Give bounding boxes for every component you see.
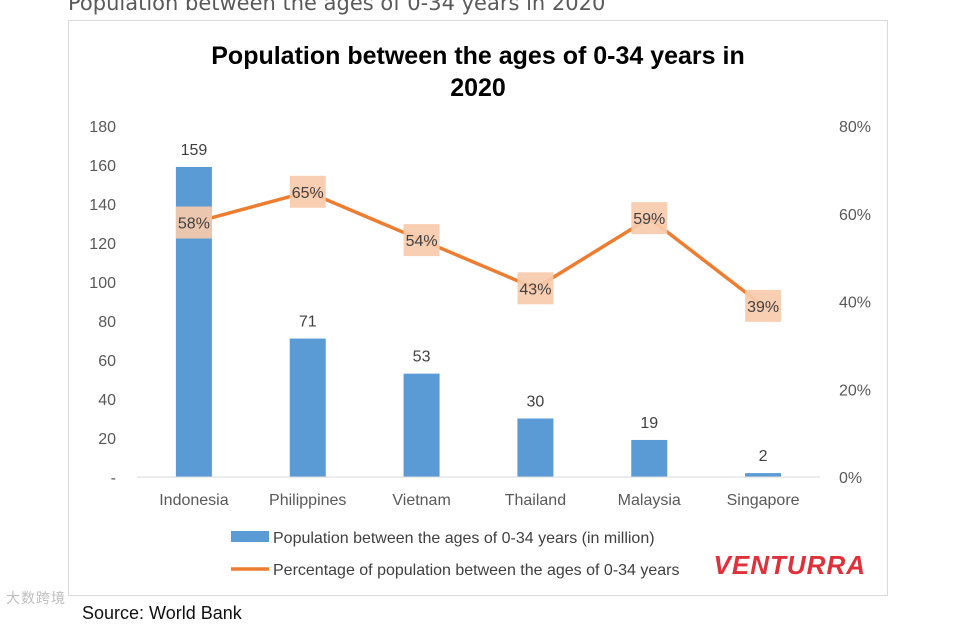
percentage-marker bbox=[745, 289, 782, 322]
percentage-marker bbox=[289, 175, 326, 208]
legend-bar-label: Population between the ages of 0-34 year… bbox=[273, 530, 655, 547]
bar-data-labels: 159 71 53 30 19 2 bbox=[181, 142, 768, 465]
bar-malaysia bbox=[631, 439, 668, 477]
percentage-label: 43% bbox=[519, 281, 551, 298]
percentage-label: 58% bbox=[178, 216, 210, 233]
brand-logo: VENTURRA bbox=[714, 550, 866, 580]
bar-value-label: 71 bbox=[299, 314, 317, 331]
right-axis-tick-label: 80% bbox=[839, 119, 871, 136]
bar-value-label: 19 bbox=[640, 415, 658, 432]
bar-value-label: 30 bbox=[527, 394, 545, 411]
right-axis: 0% 20% 40% 60% 80% bbox=[839, 119, 871, 487]
bar-thailand bbox=[517, 418, 554, 477]
chart-title-line: Population between the ages of 0-34 year… bbox=[211, 42, 744, 70]
x-axis-category-label: Philippines bbox=[269, 492, 346, 509]
percentage-marker bbox=[517, 272, 554, 305]
brand-logo-text: VENTURRA bbox=[714, 550, 866, 580]
watermark: 大数跨境 bbox=[6, 590, 66, 606]
bar-value-label: 53 bbox=[413, 349, 431, 366]
percentage-label: 65% bbox=[292, 185, 324, 202]
percentage-marker bbox=[403, 224, 440, 257]
percentage-label: 59% bbox=[633, 211, 665, 228]
chart-title-line: 2020 bbox=[450, 74, 506, 102]
chart-title: Population between the ages of 0-34 year… bbox=[211, 42, 744, 102]
line-series: 58% 65% 54% 43% 59% 39% bbox=[175, 175, 782, 322]
left-axis-tick-label: 20 bbox=[98, 431, 116, 448]
left-axis-tick-label: 160 bbox=[89, 158, 116, 175]
percentage-line bbox=[193, 190, 765, 308]
x-axis-category-label: Singapore bbox=[727, 492, 800, 509]
legend-line-label: Percentage of population between the age… bbox=[273, 562, 680, 579]
percentage-marker bbox=[631, 202, 668, 235]
left-axis-tick-label: 80 bbox=[98, 314, 116, 331]
x-axis-category-label: Thailand bbox=[505, 492, 566, 509]
x-axis: Indonesia Philippines Vietnam Thailand Malay… bbox=[137, 476, 820, 509]
percentage-label: 39% bbox=[747, 299, 779, 316]
right-axis-tick-label: 40% bbox=[839, 295, 871, 312]
bar-singapore bbox=[745, 473, 782, 477]
x-axis-category-label: Indonesia bbox=[159, 492, 228, 509]
bar-value-label: 159 bbox=[181, 142, 208, 159]
right-axis-tick-label: 0% bbox=[839, 470, 862, 487]
x-axis-category-label: Malaysia bbox=[618, 492, 681, 509]
right-axis-tick-label: 60% bbox=[839, 207, 871, 224]
bar-vietnam bbox=[403, 373, 440, 477]
left-axis-tick-label: 100 bbox=[89, 275, 116, 292]
bar-series bbox=[175, 166, 782, 477]
legend-bar-swatch bbox=[231, 531, 269, 542]
right-axis-tick-label: 20% bbox=[839, 382, 871, 399]
x-axis-category-label: Vietnam bbox=[392, 492, 450, 509]
page-heading: Population between the ages of 0-34 year… bbox=[68, 0, 606, 15]
bar-value-label: 2 bbox=[759, 448, 768, 465]
left-axis: - 20 40 60 80 100 120 140 160 180 bbox=[89, 119, 116, 487]
legend: Population between the ages of 0-34 year… bbox=[231, 530, 680, 579]
source-note: Source: World Bank bbox=[82, 603, 242, 623]
left-axis-tick-label: 120 bbox=[89, 236, 116, 253]
bar-philippines bbox=[289, 338, 326, 477]
left-axis-tick-label: 180 bbox=[89, 119, 116, 136]
left-axis-tick-label: 40 bbox=[98, 392, 116, 409]
percentage-label: 54% bbox=[406, 233, 438, 250]
percentage-marker bbox=[175, 206, 212, 239]
left-axis-tick-label: 60 bbox=[98, 353, 116, 370]
left-axis-tick-label: - bbox=[111, 470, 116, 487]
left-axis-tick-label: 140 bbox=[89, 197, 116, 214]
